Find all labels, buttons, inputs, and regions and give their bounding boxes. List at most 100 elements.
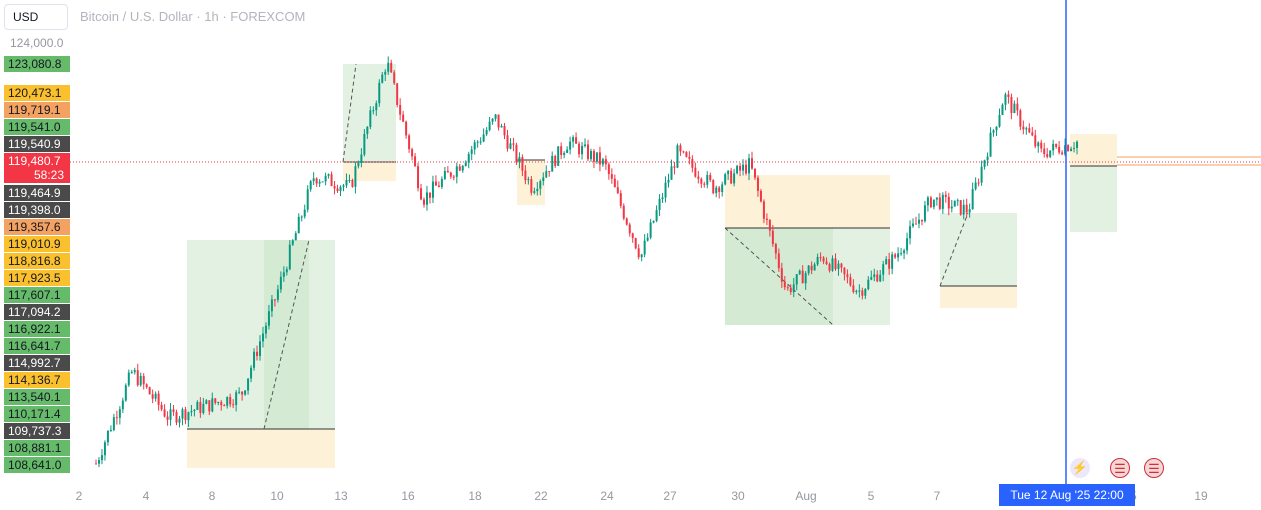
candle-body	[423, 199, 425, 205]
time-axis-tick: 30	[731, 489, 745, 503]
candle-body	[649, 222, 652, 238]
long-position-profit-zone-3	[940, 213, 1017, 286]
candle-body	[631, 233, 634, 239]
candle-body	[387, 62, 390, 72]
candle-body	[616, 187, 619, 194]
candle-body	[1034, 135, 1037, 147]
candle-body	[193, 409, 196, 412]
candle-body	[959, 200, 962, 215]
currency-selector[interactable]: USD	[4, 4, 68, 30]
candle-body	[327, 174, 330, 176]
candle-body	[888, 259, 891, 269]
candlestick-series	[95, 56, 1079, 468]
candle-body	[238, 391, 241, 393]
candle-body	[235, 392, 238, 406]
candle-body	[336, 188, 339, 192]
candle-body	[455, 166, 458, 177]
candle-body	[724, 174, 727, 185]
time-axis-tick: 5	[867, 489, 875, 503]
time-axis-tick: 7	[933, 489, 941, 503]
candle-body	[366, 126, 369, 134]
candle-body	[721, 184, 724, 192]
candle-body	[330, 174, 333, 187]
candle-body	[103, 442, 106, 456]
candle-body	[613, 178, 616, 188]
candle-body	[506, 135, 509, 149]
candle-body	[166, 416, 169, 420]
candle-body	[777, 253, 780, 269]
candle-body	[133, 370, 136, 373]
candle-body	[279, 276, 282, 290]
candle-body	[730, 170, 733, 184]
candle-body	[425, 192, 428, 205]
candle-body	[667, 179, 670, 183]
candle-body	[402, 114, 405, 122]
candle-body	[771, 230, 774, 245]
candle-body	[789, 287, 792, 293]
candle-body	[876, 274, 879, 282]
candle-body	[643, 240, 646, 255]
candle-body	[434, 181, 437, 186]
candle-body	[479, 141, 482, 143]
candle-body	[742, 164, 745, 171]
candle-body	[774, 244, 777, 254]
candle-body	[405, 121, 408, 136]
current-price-label: 119,480.7	[4, 153, 70, 169]
candle-body	[592, 151, 595, 162]
us-economic-event-icon[interactable]: ☰	[1110, 458, 1130, 478]
candle-body	[97, 460, 100, 464]
candle-body	[118, 409, 121, 418]
candle-body	[375, 103, 378, 111]
candle-body	[798, 270, 801, 275]
candle-body	[509, 143, 512, 149]
candle-body	[1010, 96, 1013, 114]
candle-body	[607, 164, 610, 175]
candle-body	[595, 152, 598, 162]
candle-body	[247, 378, 250, 391]
candle-body	[941, 194, 944, 209]
price-axis-top-tick: 124,000.0	[10, 36, 64, 50]
candle-body	[428, 192, 431, 198]
candle-body	[700, 178, 703, 184]
time-axis-tick: 8	[208, 489, 216, 503]
candle-body	[831, 258, 834, 271]
candle-body	[712, 180, 715, 194]
candle-body	[816, 257, 819, 265]
candle-body	[139, 375, 142, 386]
candle-body	[1028, 128, 1031, 133]
us-economic-event-icon-2[interactable]: ☰	[1144, 458, 1164, 478]
candle-body	[560, 146, 563, 155]
candle-body	[220, 401, 223, 406]
candle-body	[819, 257, 822, 259]
candle-body	[917, 219, 920, 224]
candle-body	[214, 398, 217, 403]
candle-body	[300, 216, 303, 218]
position-zones	[187, 64, 1117, 468]
candle-body	[575, 137, 578, 144]
candle-body	[587, 144, 589, 160]
price-axis-label: 113,540.1	[4, 389, 70, 405]
flash-event-icon[interactable]: ⚡	[1070, 458, 1090, 478]
candle-body	[554, 155, 557, 166]
candle-body	[151, 394, 154, 399]
candle-body	[172, 409, 175, 412]
candle-body	[795, 274, 798, 285]
time-axis-tick: 13	[334, 489, 348, 503]
candle-body	[470, 149, 473, 155]
dashed-path-1	[263, 239, 310, 430]
candle-body	[417, 166, 420, 189]
candle-body	[920, 219, 923, 222]
dashed-path-2	[342, 63, 357, 163]
candle-body	[1016, 103, 1019, 111]
candle-body	[938, 197, 941, 209]
price-axis-label: 118,816.8	[4, 253, 70, 269]
candle-body	[208, 400, 211, 412]
candle-body	[807, 265, 810, 274]
candle-body	[718, 187, 721, 192]
candle-body	[855, 290, 858, 293]
candle-body	[670, 166, 673, 180]
candle-body	[485, 130, 488, 135]
candle-body	[223, 405, 226, 407]
candle-body	[956, 200, 959, 202]
